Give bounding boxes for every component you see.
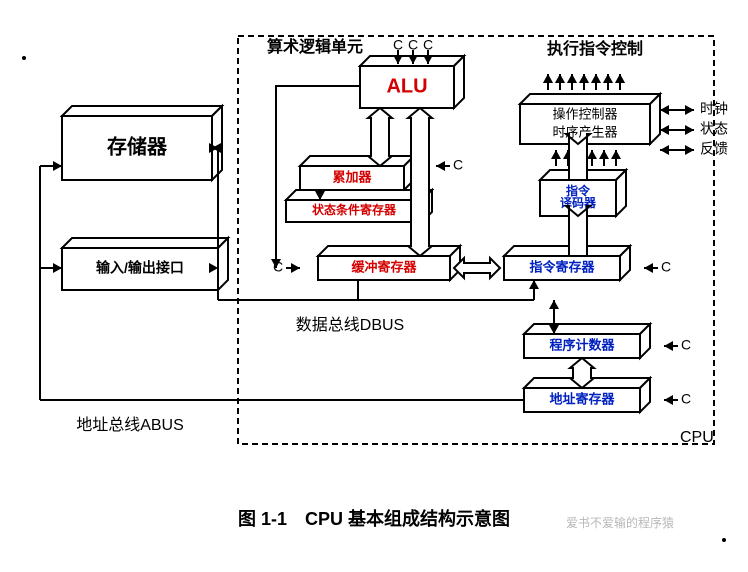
svg-text:图 1-1 CPU 基本组成结构示意图: 图 1-1 CPU 基本组成结构示意图 (238, 508, 510, 529)
svg-text:ALU: ALU (386, 75, 427, 97)
svg-text:地址总线ABUS: 地址总线ABUS (76, 416, 184, 434)
svg-text:C: C (681, 391, 691, 407)
svg-text:缓冲寄存器: 缓冲寄存器 (351, 259, 417, 274)
svg-text:算术逻辑单元: 算术逻辑单元 (267, 37, 363, 56)
svg-text:状态: 状态 (700, 121, 728, 137)
svg-text:反馈: 反馈 (700, 141, 728, 157)
svg-text:状态条件寄存器: 状态条件寄存器 (312, 202, 397, 217)
svg-text:C: C (273, 259, 283, 275)
svg-text:C: C (661, 259, 671, 275)
svg-text:执行指令控制: 执行指令控制 (547, 39, 643, 58)
svg-text:C: C (681, 337, 691, 353)
svg-text:指令寄存器: 指令寄存器 (529, 259, 595, 274)
svg-text:程序计数器: 程序计数器 (549, 337, 615, 352)
cpu-diagram: CPU存储器输入/输出接口ALU累加器状态条件寄存器缓冲寄存器指令寄存器指令译码… (0, 0, 748, 572)
svg-text:C: C (453, 157, 463, 173)
svg-text:CPU: CPU (680, 429, 714, 446)
svg-text:数据总线DBUS: 数据总线DBUS (296, 316, 404, 334)
svg-text:操作控制器: 操作控制器 (552, 106, 617, 121)
svg-text:地址寄存器: 地址寄存器 (549, 391, 615, 406)
svg-text:累加器: 累加器 (332, 169, 372, 184)
svg-text:存储器: 存储器 (107, 134, 168, 158)
svg-text:爱书不爱输的程序猿: 爱书不爱输的程序猿 (566, 515, 674, 530)
svg-text:时钟: 时钟 (700, 101, 728, 117)
svg-text:输入/输出接口: 输入/输出接口 (96, 260, 184, 276)
